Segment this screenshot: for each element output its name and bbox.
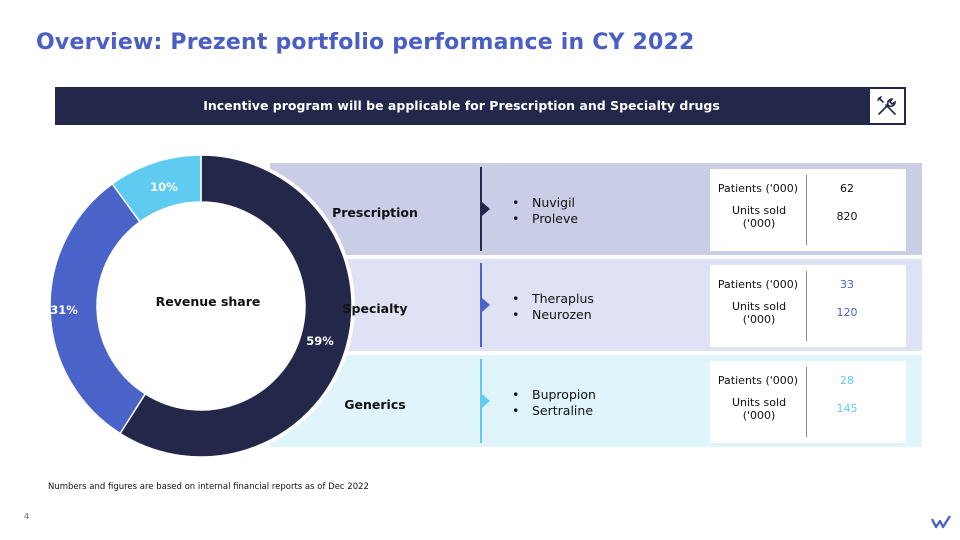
stat-separator — [806, 367, 807, 437]
drug-item: • Nuvigil — [512, 195, 576, 210]
drug-item: • Theraplus — [512, 291, 594, 306]
page-number: 4 — [24, 512, 30, 521]
segment-divider — [480, 263, 482, 347]
segment-name-specialty: Specialty — [342, 301, 408, 316]
slice-label-prescription: 59% — [306, 334, 334, 348]
banner-text: Incentive program will be applicable for… — [203, 98, 720, 113]
segment-divider — [480, 167, 482, 251]
segment-name-generics: Generics — [344, 397, 406, 412]
patients-label: Patients ('000) — [717, 374, 799, 387]
page-title: Overview: Prezent portfolio performance … — [36, 30, 695, 55]
segment-arrow-icon — [482, 298, 490, 312]
units-value: 145 — [836, 402, 858, 415]
drug-item: • Bupropion — [512, 387, 596, 402]
slice-label-specialty: 31% — [50, 303, 78, 317]
units-label: Units sold ('000) — [731, 300, 787, 326]
patients-label: Patients ('000) — [717, 182, 799, 195]
patients-label: Patients ('000) — [717, 278, 799, 291]
stat-box-prescription: Patients ('000) Units sold ('000) 62 820 — [710, 169, 906, 251]
drug-list: • Theraplus • Neurozen — [512, 291, 594, 323]
drug-item: • Proleve — [512, 211, 579, 226]
patients-value: 62 — [840, 182, 854, 195]
banner: Incentive program will be applicable for… — [55, 87, 906, 125]
units-value: 820 — [836, 210, 858, 223]
drug-list: • Bupropion • Sertraline — [512, 387, 596, 419]
drug-list: • Nuvigil • Proleve — [512, 195, 578, 227]
stat-box-specialty: Patients ('000) Units sold ('000) 33 120 — [710, 265, 906, 347]
stat-separator — [806, 175, 807, 245]
segment-arrow-icon — [482, 394, 490, 408]
segment-name-prescription: Prescription — [332, 205, 418, 220]
segment-divider — [480, 359, 482, 443]
patients-value: 28 — [840, 374, 854, 387]
drug-item: • Sertraline — [512, 403, 594, 418]
units-value: 120 — [836, 306, 858, 319]
donut-center-label: Revenue share — [155, 294, 261, 309]
slice-label-generics: 10% — [150, 180, 178, 194]
drug-item: • Neurozen — [512, 307, 592, 322]
tools-icon — [869, 88, 905, 124]
stat-box-generics: Patients ('000) Units sold ('000) 28 145 — [710, 361, 906, 443]
units-label: Units sold ('000) — [731, 204, 787, 230]
brand-logo-icon — [930, 514, 952, 533]
patients-value: 33 — [840, 278, 854, 291]
segment-arrow-icon — [482, 202, 490, 216]
footnote: Numbers and figures are based on interna… — [48, 482, 369, 492]
stat-separator — [806, 271, 807, 341]
units-label: Units sold ('000) — [731, 396, 787, 422]
